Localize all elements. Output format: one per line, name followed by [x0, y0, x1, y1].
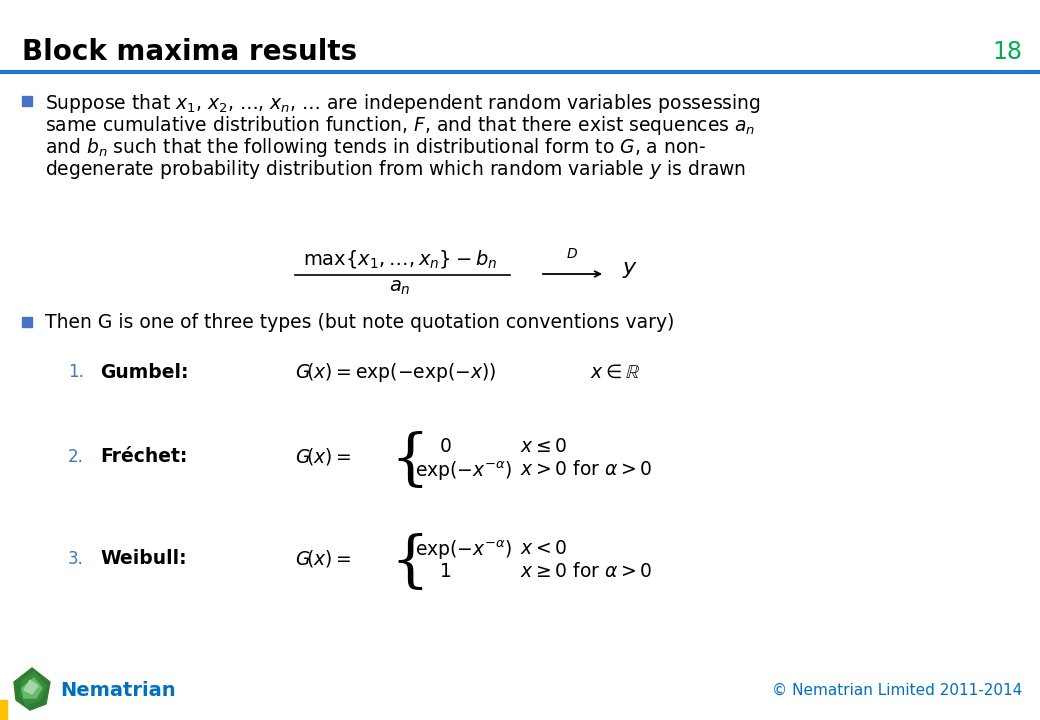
Text: and $b_n$ such that the following tends in distributional form to $G$, a non-: and $b_n$ such that the following tends … [45, 136, 706, 159]
Polygon shape [24, 680, 38, 694]
Text: {: { [390, 431, 428, 491]
Text: $x\in\mathbb{R}$: $x\in\mathbb{R}$ [590, 362, 640, 382]
Text: $a_n$: $a_n$ [389, 278, 411, 297]
Polygon shape [14, 668, 50, 710]
Text: $x>0$ for $\alpha>0$: $x>0$ for $\alpha>0$ [520, 460, 652, 479]
Text: $G\!\left(x\right)=\exp\!\left(-\exp\!\left(-x\right)\right)$: $G\!\left(x\right)=\exp\!\left(-\exp\!\l… [295, 361, 496, 384]
Text: $G\!\left(x\right)=$: $G\!\left(x\right)=$ [295, 548, 352, 569]
Text: $0$: $0$ [439, 437, 451, 456]
Text: {: { [390, 533, 428, 593]
Text: $\exp\!\left(-x^{-\alpha}\right)$: $\exp\!\left(-x^{-\alpha}\right)$ [415, 539, 513, 562]
Text: degenerate probability distribution from which random variable $y$ is drawn: degenerate probability distribution from… [45, 158, 746, 181]
Text: 18: 18 [992, 40, 1022, 64]
Text: same cumulative distribution function, $F$, and that there exist sequences $a_n$: same cumulative distribution function, $… [45, 114, 755, 138]
Bar [22, 317, 32, 327]
Text: Then G is one of three types (but note quotation conventions vary): Then G is one of three types (but note q… [45, 313, 674, 332]
Text: $x<0$: $x<0$ [520, 539, 567, 558]
Polygon shape [22, 678, 42, 698]
Text: Gumbel:: Gumbel: [100, 362, 188, 382]
Text: $1$: $1$ [439, 562, 451, 581]
Bar [22, 96, 32, 106]
Text: $x\geq 0$ for $\alpha>0$: $x\geq 0$ for $\alpha>0$ [520, 562, 652, 581]
Text: $D$: $D$ [567, 247, 578, 261]
Text: Nematrian: Nematrian [60, 680, 176, 700]
Text: $y$: $y$ [622, 260, 638, 280]
Text: Suppose that $x_1$, $x_2$, …, $x_n$, … are independent random variables possessi: Suppose that $x_1$, $x_2$, …, $x_n$, … a… [45, 92, 761, 115]
Text: $\max\left\{x_1,\ldots,x_n\right\}-b_n$: $\max\left\{x_1,\ldots,x_n\right\}-b_n$ [303, 248, 497, 270]
Bar [0, 700, 7, 720]
Text: 2.: 2. [68, 448, 84, 466]
Text: Fréchet:: Fréchet: [100, 447, 187, 466]
Text: $x\leq 0$: $x\leq 0$ [520, 437, 567, 456]
Text: $\exp\!\left(-x^{-\alpha}\right)$: $\exp\!\left(-x^{-\alpha}\right)$ [415, 460, 513, 483]
Text: Weibull:: Weibull: [100, 549, 186, 568]
Text: © Nematrian Limited 2011-2014: © Nematrian Limited 2011-2014 [772, 683, 1022, 698]
Polygon shape [20, 672, 46, 705]
Text: 1.: 1. [68, 363, 84, 381]
Text: $G\!\left(x\right)=$: $G\!\left(x\right)=$ [295, 446, 352, 467]
Text: Block maxima results: Block maxima results [22, 38, 357, 66]
Text: 3.: 3. [68, 549, 84, 567]
